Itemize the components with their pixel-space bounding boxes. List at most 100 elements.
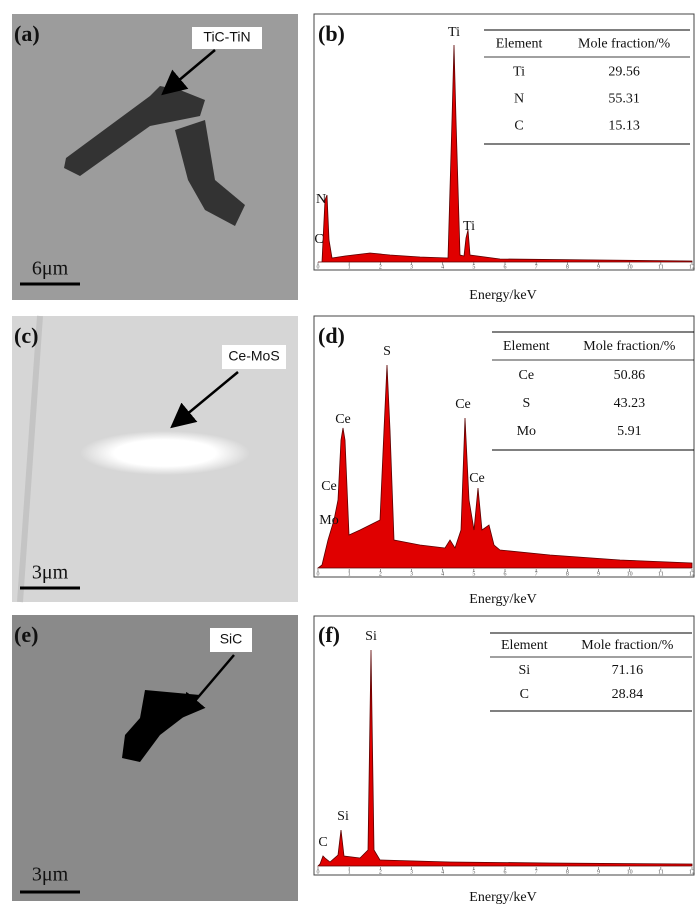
x-tick-label: 5 — [472, 869, 475, 875]
table-cell: C — [514, 119, 523, 134]
x-tick-label: 9 — [597, 571, 600, 577]
peak-label: Ce — [455, 397, 471, 412]
annotation: Ce-MoS — [228, 348, 279, 364]
x-tick-label: 9 — [597, 264, 600, 270]
texture — [17, 315, 43, 603]
table-cell: 55.31 — [608, 92, 640, 107]
x-tick-label: 4 — [441, 571, 444, 577]
panel-label: (c) — [14, 323, 38, 348]
peak-label: Si — [337, 809, 349, 824]
table-header: Mole fraction/% — [578, 37, 670, 52]
x-tick-label: 12 — [689, 869, 695, 875]
x-tick-label: 2 — [379, 571, 382, 577]
table-cell: 28.84 — [612, 687, 644, 702]
x-tick-label: 1 — [348, 869, 351, 875]
peak-label: S — [383, 344, 391, 359]
x-tick-label: 1 — [348, 264, 351, 270]
x-tick-label: 2 — [379, 264, 382, 270]
x-tick-label: 12 — [689, 264, 695, 270]
peak-label: C — [314, 232, 323, 247]
peak-label: Ti — [448, 25, 460, 40]
table-cell: C — [520, 687, 529, 702]
peak-label: Ce — [335, 412, 351, 427]
peak-label: Ce — [469, 471, 485, 486]
arrow — [179, 654, 235, 719]
spectrum-frame — [313, 13, 695, 271]
x-tick-label: 11 — [658, 571, 664, 577]
peak-label: N — [316, 192, 326, 207]
x-tick-label: 8 — [566, 869, 569, 875]
annotation: SiC — [220, 631, 243, 647]
x-axis-title: Energy/keV — [469, 890, 536, 905]
table-header: Element — [503, 339, 550, 354]
x-tick-label: 12 — [689, 571, 695, 577]
table-cell: Ce — [519, 368, 535, 383]
x-tick-label: 0 — [317, 264, 320, 270]
x-tick-label: 6 — [504, 571, 507, 577]
x-tick-label: 11 — [658, 264, 664, 270]
table-cell: Si — [518, 663, 530, 678]
annotation-box — [210, 628, 252, 652]
peak-label: Ce — [321, 479, 337, 494]
x-tick-label: 8 — [566, 264, 569, 270]
x-tick-label: 3 — [410, 869, 413, 875]
table-header: Element — [501, 638, 548, 653]
annotation: TiC-TiN — [203, 29, 250, 45]
x-axis-title: Energy/keV — [469, 592, 536, 607]
table-cell: 29.56 — [608, 65, 640, 80]
peak-label: C — [318, 835, 327, 850]
table-cell: S — [522, 396, 530, 411]
scale-bar-label: 6μm — [32, 258, 69, 280]
table-cell: 5.91 — [617, 424, 642, 439]
particle — [175, 120, 245, 226]
x-tick-label: 4 — [441, 264, 444, 270]
x-tick-label: 2 — [379, 869, 382, 875]
x-tick-label: 6 — [504, 869, 507, 875]
arrow — [161, 49, 216, 96]
table-cell: Ti — [513, 65, 525, 80]
spectrum — [317, 649, 693, 867]
x-tick-label: 8 — [566, 571, 569, 577]
table-cell: 50.86 — [614, 368, 646, 383]
x-tick-label: 11 — [658, 869, 664, 875]
peak-label: Ti — [463, 219, 475, 234]
sem-image — [12, 14, 298, 300]
x-tick-label: 10 — [627, 264, 633, 270]
particle — [80, 431, 250, 475]
x-tick-label: 10 — [627, 571, 633, 577]
table-header: Mole fraction/% — [581, 638, 673, 653]
panel-label: (e) — [14, 622, 38, 647]
x-tick-label: 5 — [472, 571, 475, 577]
table-cell: 15.13 — [608, 119, 640, 134]
x-tick-label: 10 — [627, 869, 633, 875]
annotation-box — [222, 345, 286, 369]
panel-label: (d) — [318, 323, 345, 348]
spectrum-frame — [313, 615, 695, 876]
x-tick-label: 4 — [441, 869, 444, 875]
table-cell: 71.16 — [612, 663, 644, 678]
x-tick-label: 1 — [348, 571, 351, 577]
spectrum — [318, 44, 693, 263]
x-tick-label: 5 — [472, 264, 475, 270]
annotation-box — [192, 27, 262, 49]
particle — [64, 86, 205, 176]
table-header: Mole fraction/% — [583, 339, 675, 354]
x-tick-label: 0 — [317, 869, 320, 875]
x-tick-label: 3 — [410, 571, 413, 577]
table-cell: N — [514, 92, 524, 107]
x-tick-label: 7 — [535, 571, 538, 577]
arrow — [170, 371, 239, 429]
x-tick-label: 3 — [410, 264, 413, 270]
panel-label: (a) — [14, 21, 40, 46]
x-tick-label: 6 — [504, 264, 507, 270]
x-tick-label: 7 — [535, 869, 538, 875]
peak-label: Si — [365, 629, 377, 644]
table-cell: Mo — [517, 424, 536, 439]
x-tick-label: 9 — [597, 869, 600, 875]
scale-bar-label: 3μm — [32, 562, 69, 584]
table-header: Element — [496, 37, 543, 52]
panel-label: (f) — [318, 622, 340, 647]
table-cell: 43.23 — [614, 396, 646, 411]
